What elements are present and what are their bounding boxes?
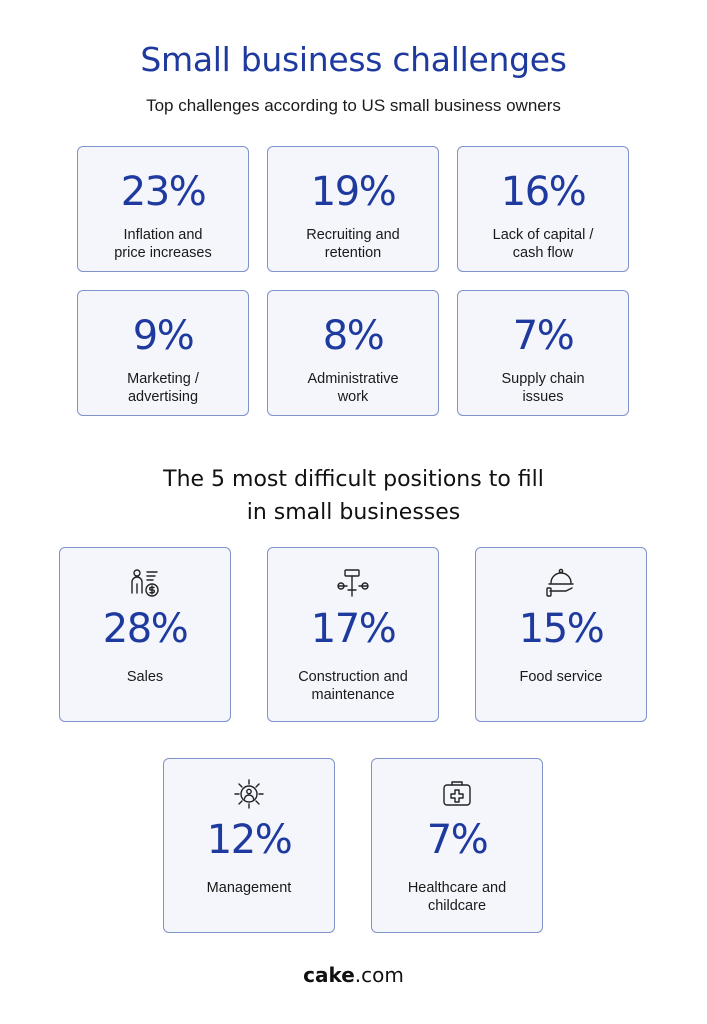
position-card-sales: 28% Sales (59, 547, 231, 722)
position-label: Healthcare and childcare (407, 880, 507, 914)
challenge-label: Supply chain issues (501, 371, 585, 405)
challenge-label: Administrative work (307, 371, 399, 405)
challenge-label: Lack of capital / cash flow (492, 227, 594, 261)
position-percent: 15% (518, 606, 605, 652)
position-percent: 28% (102, 606, 189, 652)
position-percent: 7% (426, 817, 489, 863)
position-percent: 12% (206, 817, 293, 863)
positions-section-title: The 5 most difficult positions to fill in… (163, 467, 544, 525)
position-label: Management (206, 880, 292, 896)
challenge-card-supply-chain: 7% Supply chain issues (457, 290, 629, 416)
challenge-card-inflation: 23% Inflation and price increases (77, 146, 249, 272)
page-subtitle: Top challenges according to US small bus… (146, 96, 561, 115)
position-label: Food service (519, 669, 603, 685)
salesperson-icon (131, 569, 159, 597)
challenge-card-administrative: 8% Administrative work (267, 290, 439, 416)
medical-kit-icon (443, 781, 471, 806)
position-card-construction: 17% Construction and maintenance (267, 547, 439, 722)
challenge-percent: 8% (322, 313, 385, 359)
challenge-card-capital: 16% Lack of capital / cash flow (457, 146, 629, 272)
challenge-percent: 23% (120, 169, 207, 215)
page-title: Small business challenges (140, 40, 567, 79)
challenge-percent: 7% (512, 313, 575, 359)
challenge-label: Recruiting and retention (306, 227, 400, 261)
position-percent: 17% (310, 606, 397, 652)
food-cloche-icon (546, 568, 574, 597)
challenge-card-marketing: 9% Marketing / advertising (77, 290, 249, 416)
challenge-percent: 9% (132, 313, 195, 359)
position-label: Construction and maintenance (298, 669, 408, 703)
challenge-percent: 19% (310, 169, 397, 215)
challenge-label: Marketing / advertising (127, 371, 199, 405)
position-label: Sales (126, 669, 164, 685)
challenge-card-recruiting: 19% Recruiting and retention (267, 146, 439, 272)
brand-logo: cake.com (303, 963, 404, 987)
challenge-percent: 16% (500, 169, 587, 215)
management-gear-icon (234, 779, 264, 809)
position-card-management: 12% Management (163, 758, 335, 933)
challenge-label: Inflation and price increases (114, 227, 212, 261)
tools-icon (337, 569, 369, 597)
position-card-healthcare: 7% Healthcare and childcare (371, 758, 543, 933)
position-card-food-service: 15% Food service (475, 547, 647, 722)
